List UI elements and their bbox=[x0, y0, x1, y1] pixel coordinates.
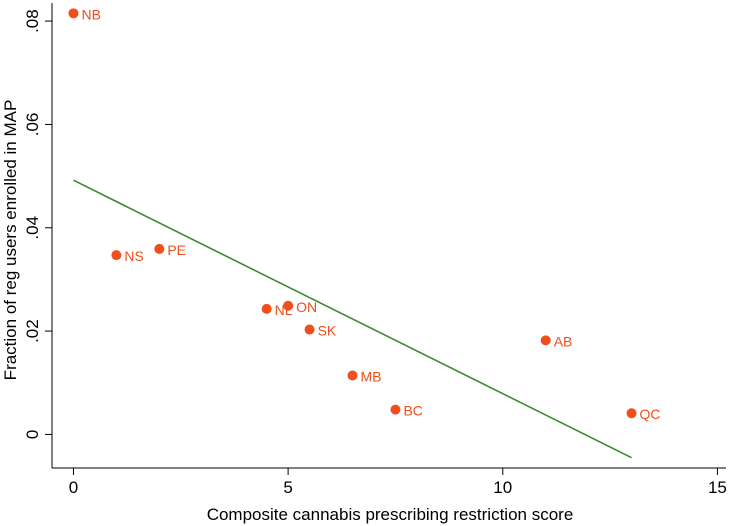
x-tick-label: 15 bbox=[708, 478, 727, 497]
y-tick-label: .02 bbox=[23, 319, 42, 343]
data-point-bc bbox=[390, 404, 401, 415]
data-label-ns: NS bbox=[124, 248, 143, 264]
y-tick-label: .04 bbox=[23, 216, 42, 240]
data-point-mb bbox=[347, 370, 358, 381]
x-tick-label: 0 bbox=[69, 478, 78, 497]
data-point-nb bbox=[68, 8, 79, 19]
data-label-pe: PE bbox=[167, 242, 186, 258]
y-tick-label: .06 bbox=[23, 113, 42, 137]
data-label-nb: NB bbox=[81, 6, 100, 22]
y-tick-label: 0 bbox=[23, 430, 42, 439]
y-tick-label: .08 bbox=[23, 9, 42, 33]
y-axis-title: Fraction of reg users enrolled in MAP bbox=[1, 100, 20, 381]
data-point-ns bbox=[111, 250, 122, 261]
data-label-bc: BC bbox=[403, 403, 422, 419]
data-label-ab: AB bbox=[554, 333, 573, 349]
x-axis-ticks: 0 5 10 15 bbox=[69, 468, 727, 497]
x-tick-label: 5 bbox=[283, 478, 292, 497]
data-label-sk: SK bbox=[318, 323, 337, 339]
data-point-nl bbox=[261, 303, 272, 314]
data-point-pe bbox=[154, 243, 165, 254]
axes bbox=[51, 3, 726, 469]
data-label-qc: QC bbox=[640, 406, 661, 422]
data-label-on: ON bbox=[296, 299, 317, 315]
x-axis-title: Composite cannabis prescribing restricti… bbox=[207, 505, 574, 524]
data-point-sk bbox=[304, 324, 315, 335]
x-tick-label: 10 bbox=[493, 478, 512, 497]
fit-line bbox=[73, 179, 632, 459]
y-axis-ticks: 0 .02 .04 .06 .08 bbox=[23, 9, 52, 439]
data-point-qc bbox=[626, 408, 637, 419]
data-point-ab bbox=[540, 335, 551, 346]
data-label-mb: MB bbox=[361, 369, 382, 385]
data-point-on bbox=[283, 300, 294, 311]
